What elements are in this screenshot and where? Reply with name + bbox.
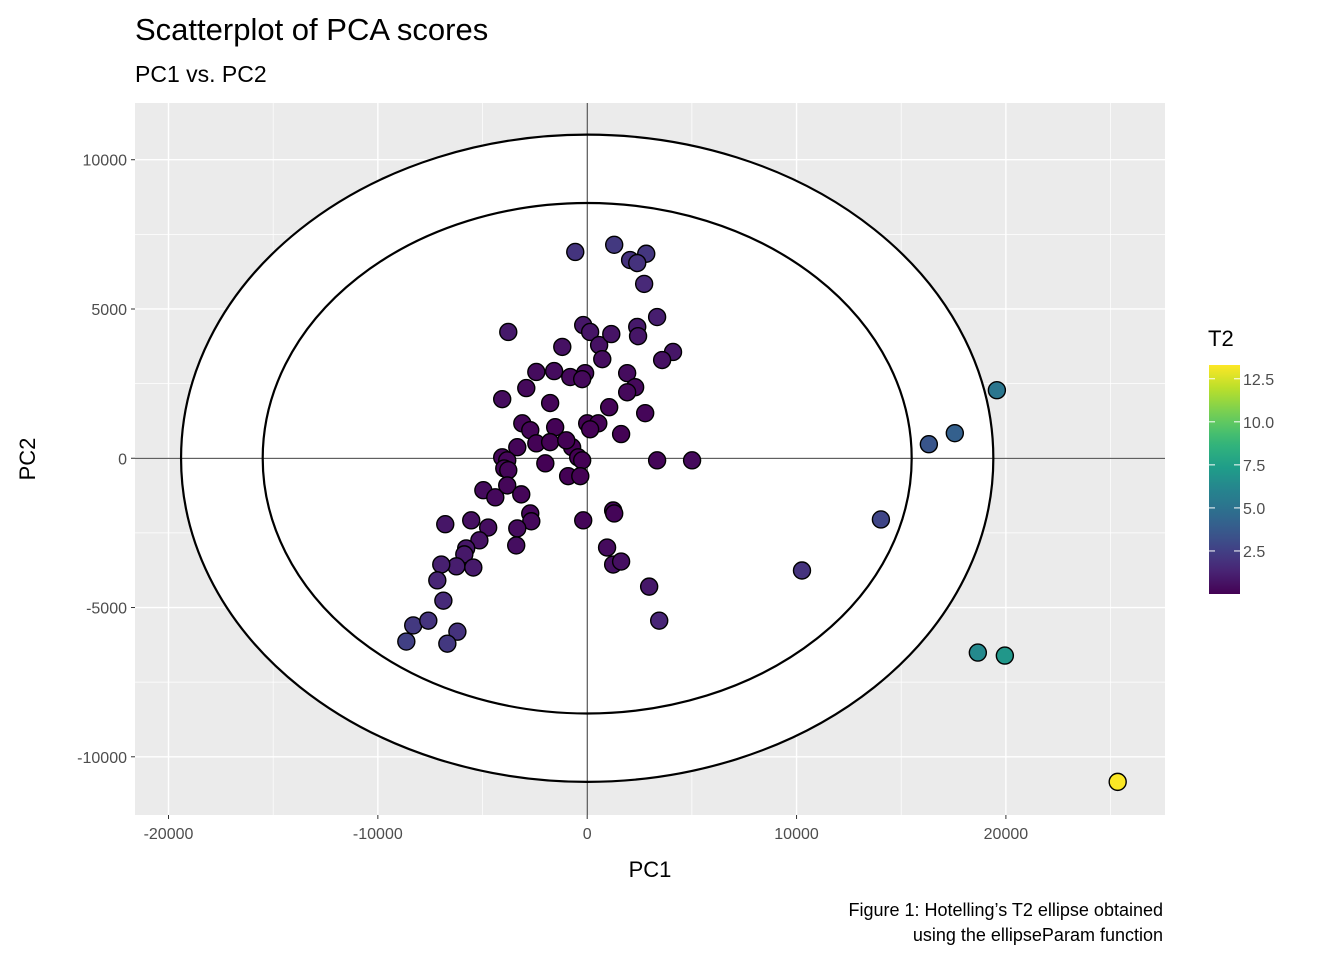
x-tick-label: 20000	[984, 826, 1029, 843]
data-point	[540, 432, 560, 452]
data-point	[419, 611, 438, 630]
data-point	[527, 362, 546, 382]
data-point	[438, 634, 457, 653]
data-point	[536, 454, 555, 473]
data-point	[434, 591, 453, 610]
data-point	[995, 646, 1015, 665]
data-point	[486, 488, 505, 507]
data-point	[436, 515, 455, 534]
x-axis-ticks: -20000 -10000 0 10000 20000	[144, 815, 1029, 843]
data-point	[968, 643, 988, 662]
x-tick-label: -10000	[353, 826, 403, 843]
data-point	[498, 476, 517, 495]
x-tick-label: 10000	[774, 826, 819, 843]
colorbar-tick-label: 10.0	[1243, 415, 1274, 432]
points	[397, 235, 1127, 792]
data-point	[617, 363, 637, 383]
data-point	[945, 423, 965, 443]
data-point	[593, 349, 612, 369]
x-tick-label: -20000	[144, 826, 194, 843]
data-point	[507, 536, 526, 555]
colorbar-tick-label: 7.5	[1243, 458, 1265, 475]
data-point	[447, 557, 466, 576]
data-point	[605, 235, 624, 255]
data-point	[499, 460, 518, 480]
colorbar-tick-label: 12.5	[1243, 372, 1274, 389]
data-point	[597, 538, 617, 557]
y-axis-title: PC2	[15, 438, 40, 481]
data-point	[428, 571, 447, 590]
x-axis-title: PC1	[629, 857, 672, 882]
data-point	[572, 451, 592, 470]
data-point	[492, 389, 512, 409]
y-tick-label: -5000	[86, 601, 127, 618]
data-point	[652, 350, 672, 370]
y-axis-ticks: -10000 -5000 0 5000 10000	[77, 153, 135, 767]
data-point	[605, 504, 624, 523]
data-point	[580, 420, 600, 439]
colorbar-tick-label: 5.0	[1243, 501, 1265, 518]
data-point	[792, 561, 812, 580]
data-point	[647, 451, 667, 470]
data-point	[1108, 772, 1127, 792]
data-point	[617, 383, 637, 402]
y-tick-label: 0	[118, 451, 127, 468]
chart-title: Scatterplot of PCA scores	[135, 12, 488, 47]
data-point	[871, 510, 891, 529]
colorbar	[1209, 365, 1240, 594]
data-point	[557, 431, 576, 450]
data-point	[499, 322, 518, 342]
data-point	[517, 378, 536, 398]
data-point	[540, 393, 560, 413]
data-point	[628, 326, 648, 346]
data-point	[650, 611, 669, 630]
data-point	[987, 380, 1007, 400]
data-point	[478, 518, 498, 537]
colorbar-tick-label: 2.5	[1243, 544, 1265, 561]
data-point	[508, 438, 527, 457]
data-point	[462, 511, 481, 530]
data-point	[611, 552, 631, 571]
data-point	[647, 307, 667, 327]
data-point	[553, 337, 572, 357]
data-point	[602, 324, 621, 344]
caption-line-1: Figure 1: Hotelling’s T2 ellipse obtaine…	[848, 900, 1163, 920]
data-point	[508, 519, 527, 538]
data-point	[634, 274, 654, 294]
data-point	[682, 451, 702, 470]
y-tick-label: 5000	[91, 302, 127, 319]
data-point	[611, 424, 631, 444]
colorbar-ticks: 2.5 5.0 7.5 10.0 12.5	[1209, 372, 1274, 561]
data-point	[470, 531, 489, 550]
data-point	[512, 485, 531, 504]
data-point	[572, 369, 592, 389]
data-point	[580, 322, 600, 342]
data-point	[432, 555, 451, 574]
chart-subtitle: PC1 vs. PC2	[135, 61, 267, 87]
data-point	[919, 435, 939, 454]
data-point	[464, 558, 483, 577]
y-tick-label: -10000	[77, 750, 127, 767]
data-point	[397, 632, 416, 651]
data-point	[599, 398, 619, 417]
data-point	[544, 361, 564, 381]
data-point	[566, 242, 585, 262]
caption-line-2: using the ellipseParam function	[913, 925, 1163, 945]
data-point	[571, 466, 590, 486]
data-point	[628, 253, 647, 273]
data-point	[448, 622, 467, 641]
data-point	[574, 511, 593, 530]
data-point	[635, 403, 655, 423]
x-tick-label: 0	[583, 826, 592, 843]
y-tick-label: 10000	[83, 153, 128, 170]
data-point	[639, 577, 659, 596]
legend-title: T2	[1208, 326, 1234, 351]
